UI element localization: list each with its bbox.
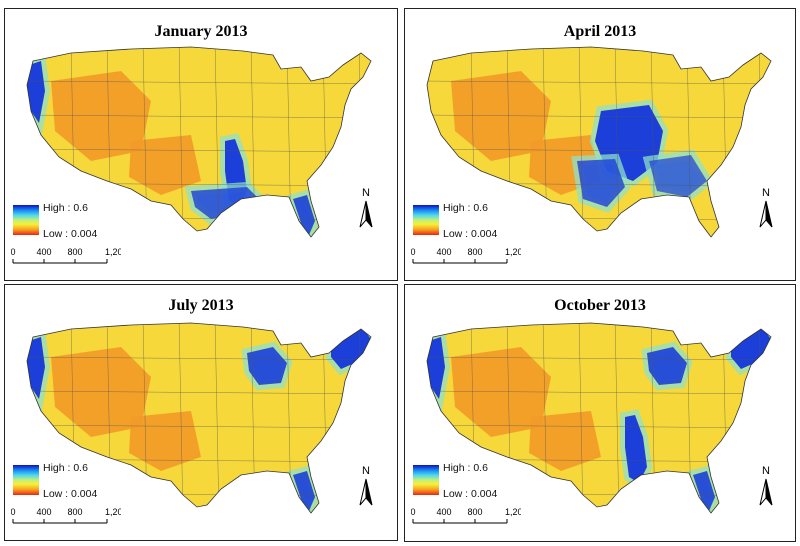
legend-high-label: High : 0.6 bbox=[443, 462, 488, 474]
north-arrow-icon bbox=[759, 200, 773, 228]
scale-label-400: 400 bbox=[436, 247, 451, 257]
north-arrow-icon bbox=[759, 478, 773, 506]
legend-low-label: Low : 0.004 bbox=[43, 228, 98, 240]
scale-bar: 0 400 800 1,200 km bbox=[11, 247, 121, 264]
wet-region-florida bbox=[693, 471, 715, 511]
north-arrow: N bbox=[353, 465, 379, 511]
north-arrow-label: N bbox=[762, 187, 770, 199]
map-panel-january: January 2013 High : 0.6 Low : 0.004 0 40… bbox=[4, 8, 398, 281]
us-map bbox=[426, 322, 772, 514]
legend-high-label: High : 0.6 bbox=[443, 202, 488, 214]
state-boundary bbox=[214, 47, 220, 237]
scale-label-800: 800 bbox=[67, 247, 82, 257]
state-boundary bbox=[614, 323, 620, 513]
map-title: July 2013 bbox=[168, 297, 234, 314]
scale-label-0: 0 bbox=[411, 507, 416, 517]
state-boundary bbox=[578, 323, 584, 513]
north-arrow: N bbox=[353, 187, 379, 233]
wet-region-pacific-northwest-coast bbox=[27, 337, 45, 399]
scale-label-800: 800 bbox=[467, 507, 482, 517]
scale-bar: 0 400 800 1,200 km bbox=[411, 507, 521, 524]
legend-color-ramp bbox=[413, 205, 439, 235]
legend-high-label: High : 0.6 bbox=[43, 202, 88, 214]
state-boundary bbox=[214, 323, 220, 513]
scale-label-800: 800 bbox=[467, 247, 482, 257]
us-map bbox=[426, 46, 772, 238]
map-title: October 2013 bbox=[554, 297, 646, 314]
country-outline bbox=[26, 46, 372, 238]
scale-label-0: 0 bbox=[11, 247, 16, 257]
state-boundary bbox=[427, 80, 771, 85]
wet-region-great-lakes bbox=[247, 347, 287, 385]
scale-label-1200: 1,200 km bbox=[505, 247, 521, 257]
country-outline bbox=[26, 322, 372, 514]
state-boundary bbox=[27, 390, 371, 395]
wet-region-southeast bbox=[649, 155, 707, 197]
wet-region-florida bbox=[293, 195, 315, 235]
country-outline bbox=[426, 46, 772, 238]
state-boundary bbox=[427, 356, 771, 361]
state-boundary bbox=[27, 148, 371, 153]
scale-label-1200: 1,200 km bbox=[505, 507, 521, 517]
state-boundary bbox=[427, 114, 771, 119]
moisture-field bbox=[427, 323, 771, 513]
scale-label-0: 0 bbox=[11, 507, 16, 517]
scale-label-0: 0 bbox=[411, 247, 416, 257]
wet-region-florida bbox=[293, 471, 315, 511]
map-title: January 2013 bbox=[154, 23, 248, 40]
us-map bbox=[26, 46, 372, 238]
wet-region-pacific-northwest-coast bbox=[27, 61, 45, 123]
map-panel-october: October 2013 High : 0.6 Low : 0.004 0 40… bbox=[404, 284, 796, 542]
legend-low-label: Low : 0.004 bbox=[43, 488, 98, 500]
state-boundary bbox=[27, 424, 371, 429]
wet-region-mississippi-valley bbox=[625, 415, 647, 483]
scale-label-400: 400 bbox=[436, 507, 451, 517]
state-boundary bbox=[178, 47, 184, 237]
wet-region-southern-plains bbox=[577, 159, 625, 207]
north-arrow-icon bbox=[359, 200, 373, 228]
dry-region bbox=[451, 71, 551, 161]
dry-region bbox=[51, 347, 151, 437]
wet-region-pacific-northwest-coast bbox=[427, 337, 445, 399]
legend-color-ramp bbox=[13, 465, 39, 495]
north-arrow-label: N bbox=[362, 187, 370, 199]
scale-label-1200: 1,200 km bbox=[105, 247, 121, 257]
legend-color-ramp bbox=[13, 205, 39, 235]
map-panel-july: July 2013 High : 0.6 Low : 0.004 0 400 8… bbox=[4, 284, 398, 541]
north-arrow: N bbox=[753, 187, 779, 233]
state-boundary bbox=[578, 47, 584, 237]
north-arrow: N bbox=[753, 465, 779, 511]
scale-label-400: 400 bbox=[36, 247, 51, 257]
north-arrow-label: N bbox=[362, 465, 370, 477]
state-boundary bbox=[427, 148, 771, 153]
legend-high-label: High : 0.6 bbox=[43, 462, 88, 474]
north-arrow-label: N bbox=[762, 465, 770, 477]
dry-region bbox=[51, 71, 151, 161]
map-panel-april: April 2013 High : 0.6 Low : 0.004 0 400 … bbox=[404, 8, 796, 281]
moisture-field bbox=[27, 323, 371, 513]
state-boundary bbox=[27, 80, 371, 85]
scale-label-800: 800 bbox=[67, 507, 82, 517]
us-map bbox=[26, 322, 372, 514]
scale-label-1200: 1,200 km bbox=[105, 507, 121, 517]
legend-color-ramp bbox=[413, 465, 439, 495]
scale-bar: 0 400 800 1,200 km bbox=[411, 247, 521, 264]
dry-region bbox=[451, 347, 551, 437]
state-boundary bbox=[27, 356, 371, 361]
scale-bar: 0 400 800 1,200 km bbox=[11, 507, 121, 524]
state-boundary bbox=[427, 424, 771, 429]
legend-low-label: Low : 0.004 bbox=[443, 228, 498, 240]
country-outline bbox=[426, 322, 772, 514]
state-boundary bbox=[27, 114, 371, 119]
state-boundary bbox=[614, 47, 620, 237]
map-title: April 2013 bbox=[563, 23, 637, 40]
scale-label-400: 400 bbox=[36, 507, 51, 517]
state-boundary bbox=[427, 390, 771, 395]
moisture-field bbox=[427, 47, 771, 237]
state-boundary bbox=[178, 323, 184, 513]
wet-region-great-lakes bbox=[647, 347, 687, 385]
legend-low-label: Low : 0.004 bbox=[443, 488, 498, 500]
north-arrow-icon bbox=[359, 478, 373, 506]
